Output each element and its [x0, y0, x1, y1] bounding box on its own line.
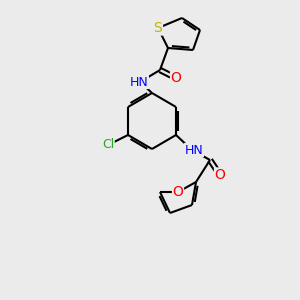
Text: O: O	[172, 185, 183, 199]
Text: Cl: Cl	[102, 139, 114, 152]
Text: O: O	[214, 168, 225, 182]
Text: HN: HN	[130, 76, 148, 88]
Text: O: O	[171, 71, 182, 85]
Text: S: S	[154, 21, 162, 35]
Text: HN: HN	[184, 143, 203, 157]
